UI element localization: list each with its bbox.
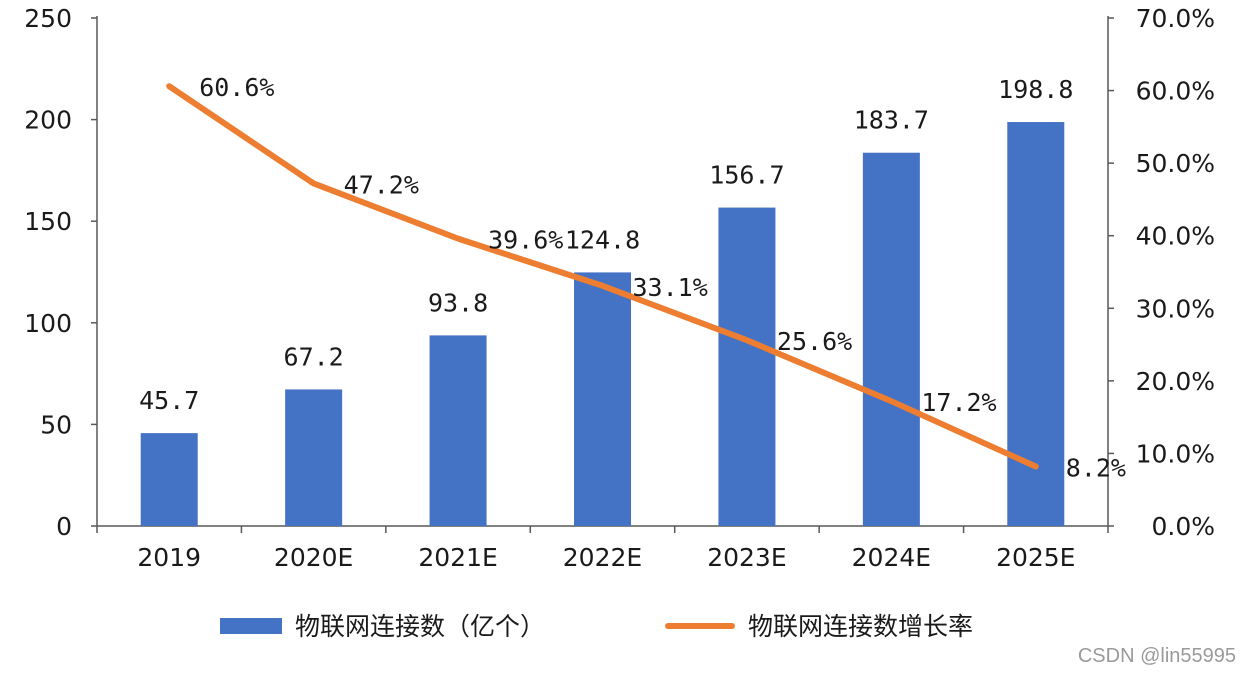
bar-value-label: 124.8 [565,225,640,254]
right-tick-label: 20.0% [1136,367,1215,396]
right-tick-label: 10.0% [1136,439,1215,468]
x-tick-label: 2019 [137,543,201,572]
growth-rate-label: 39.6% [488,226,563,255]
left-tick-label: 0 [56,512,72,541]
line-series [166,83,1039,470]
left-tick-label: 200 [24,106,72,135]
growth-rate-label: 47.2% [344,170,419,199]
x-tick-label: 2025E [996,543,1075,572]
bar-series [140,122,1065,527]
bar-value-label: 93.8 [428,288,488,317]
right-tick-label: 50.0% [1136,149,1215,178]
bar-value-label: 156.7 [709,161,784,190]
x-tick-label: 2020E [274,543,353,572]
right-tick-label: 0.0% [1151,512,1215,541]
data-labels: 45.7 67.2 93.8 124.8 156.7 183.7 198.8 60.6% 47.… [139,73,1126,482]
bar [574,272,631,526]
bar [862,152,920,526]
left-tick-label: 100 [24,309,72,338]
legend-line-label: 物联网连接数增长率 [748,612,973,641]
right-tick-label: 40.0% [1136,222,1215,251]
legend: 物联网连接数（亿个） 物联网连接数增长率 [220,612,973,641]
bar [718,207,776,526]
growth-rate-label: 8.2% [1066,453,1126,482]
left-tick-label: 50 [40,410,72,439]
legend-bar-label: 物联网连接数（亿个） [295,612,545,641]
right-tick-label: 70.0% [1136,4,1215,33]
axes: 0 50 100 150 200 250 0.0% 10.0% 20.0% 30.0% 40.0% 5… [24,4,1215,572]
growth-rate-label: 25.6% [777,327,852,356]
bar [140,433,198,526]
bar-value-label: 45.7 [139,386,199,415]
watermark-text: CSDN @lin55995 [1078,645,1236,667]
bar-value-label: 183.7 [854,106,929,135]
x-tick-label: 2023E [707,543,786,572]
x-tick-label: 2022E [563,543,642,572]
x-tick-label: 2021E [418,543,497,572]
legend-bar-swatch [220,618,282,634]
right-tick-label: 30.0% [1136,294,1215,323]
bar [429,335,487,526]
bar [285,389,343,526]
right-tick-label: 60.0% [1136,77,1215,106]
bar-value-label: 67.2 [284,342,344,371]
left-tick-label: 250 [24,4,72,33]
growth-rate-label: 60.6% [199,73,274,102]
bar-value-label: 198.8 [998,75,1073,104]
growth-rate-label: 17.2% [921,388,996,417]
growth-rate-label: 33.1% [633,273,708,302]
x-tick-label: 2024E [852,543,931,572]
left-tick-label: 150 [24,207,72,236]
